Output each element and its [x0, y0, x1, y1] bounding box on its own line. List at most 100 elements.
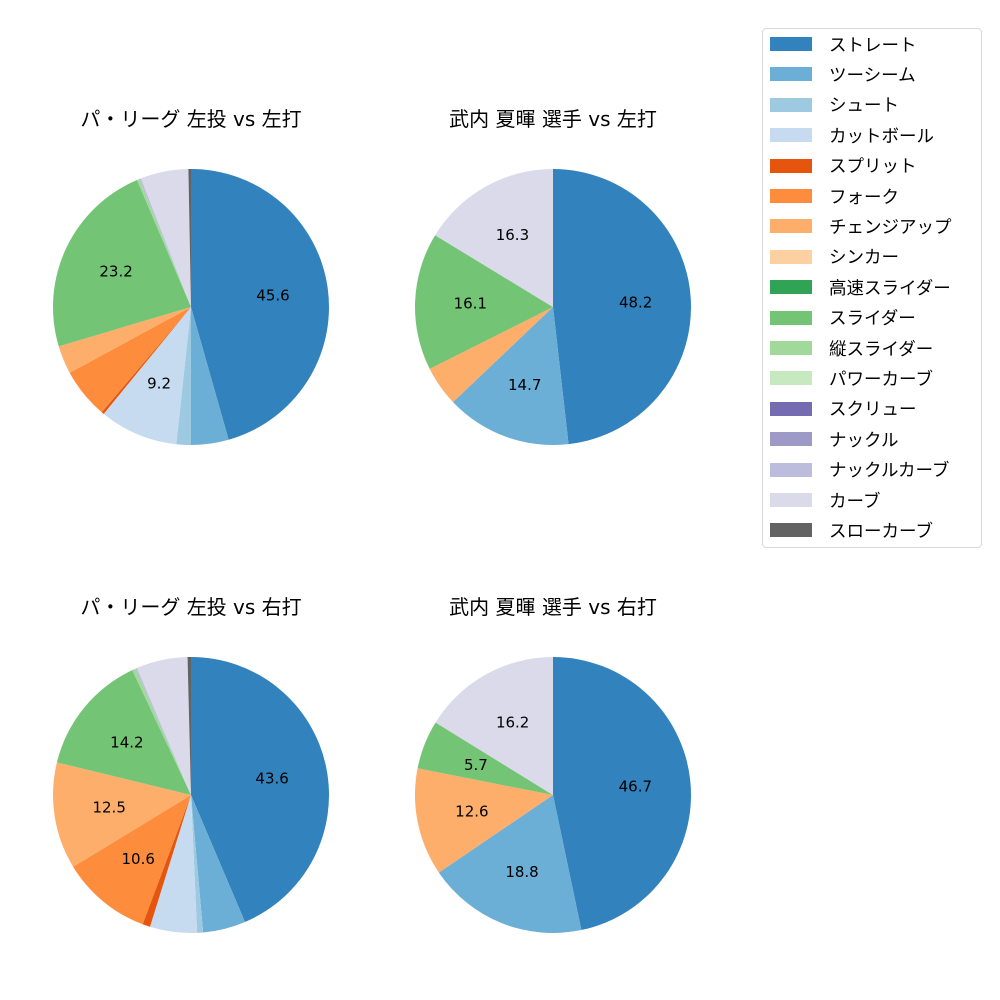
- legend-color-swatch: [770, 249, 812, 264]
- legend-color-swatch: [770, 341, 812, 355]
- legend-color-swatch: [770, 432, 812, 447]
- legend-color-swatch: [770, 67, 812, 82]
- legend-label: スローカーブ: [829, 521, 933, 542]
- legend-color-swatch: [770, 189, 812, 203]
- legend-item: スライダー: [770, 308, 916, 330]
- pie-slice: [191, 307, 229, 445]
- legend-item: チェンジアップ: [770, 216, 952, 238]
- pie-slice: [417, 722, 553, 795]
- pie-player-vs-left: 48.2 14.7 16.1 16.3: [414, 169, 691, 445]
- pie-slice: [191, 657, 330, 922]
- pie-slice: [435, 657, 553, 795]
- pie-slice: [191, 169, 330, 440]
- slice-percent-label: 43.6: [255, 769, 288, 787]
- pie-slice: [69, 307, 191, 413]
- legend-label: シンカー: [829, 248, 899, 269]
- pie-slice: [73, 795, 191, 925]
- legend-label: 高速スライダー: [829, 278, 951, 299]
- legend-item: シンカー: [770, 247, 899, 269]
- legend-item: スプリット: [770, 156, 917, 178]
- pie-slice: [435, 169, 553, 307]
- pie-slice: [452, 307, 569, 445]
- pie-slice: [414, 235, 553, 369]
- legend-item: ストレート: [770, 34, 917, 56]
- legend-color-swatch: [770, 219, 812, 234]
- legend-color-swatch: [770, 401, 812, 416]
- legend-label: チェンジアップ: [829, 217, 952, 238]
- legend-color-swatch: [770, 37, 812, 51]
- legend-item: パワーカーブ: [770, 368, 933, 390]
- slice-percent-label: 14.2: [110, 734, 143, 752]
- pie-slice: [136, 657, 191, 795]
- pie-slice: [56, 670, 191, 795]
- legend-label: ツーシーム: [829, 65, 916, 86]
- pie-slice: [191, 795, 246, 933]
- pie-slice: [132, 668, 191, 795]
- slice-percent-label: 10.6: [122, 850, 155, 868]
- legend-label: ナックルカーブ: [829, 461, 950, 482]
- pie-slice: [553, 657, 692, 931]
- legend-color-swatch: [770, 523, 812, 538]
- chart-title-league-vs-left: パ・リーグ 左投 vs 左打: [80, 107, 302, 131]
- pie-slice: [414, 768, 553, 873]
- chart-title-player-vs-right: 武内 夏暉 選手 vs 右打: [449, 595, 657, 619]
- legend-label: フォーク: [829, 187, 899, 208]
- pie-slice: [553, 169, 691, 445]
- legend-color-swatch: [770, 462, 812, 477]
- slice-percent-label: 23.2: [99, 263, 132, 281]
- legend: ストレートツーシームシュートカットボールスプリットフォークチェンジアップ シンカー…: [762, 28, 982, 548]
- pie-slice: [142, 795, 191, 927]
- legend-color-swatch: [770, 371, 812, 386]
- chart-title-league-vs-right: パ・リーグ 左投 vs 右打: [80, 595, 302, 619]
- legend-item: ナックル: [770, 429, 899, 451]
- legend-color-swatch: [770, 280, 812, 295]
- legend-item: フォーク: [770, 186, 899, 208]
- legend-item: カットボール: [770, 125, 934, 147]
- pie-slice: [188, 169, 191, 307]
- pie-slice: [58, 307, 191, 373]
- slice-percent-label: 9.2: [147, 374, 171, 392]
- legend-label: スライダー: [829, 309, 916, 330]
- pie-league-vs-right: 43.6 10.6 12.5 14.2: [53, 657, 330, 933]
- slice-percent-label: 14.7: [508, 376, 541, 394]
- slice-percent-label: 45.6: [256, 287, 289, 305]
- slice-percent-label: 48.2: [619, 293, 652, 311]
- legend-label: スクリュー: [829, 400, 917, 421]
- pie-league-vs-left: 45.6 9.2 23.2: [53, 169, 330, 445]
- legend-color-swatch: [770, 158, 812, 173]
- pie-slice: [141, 169, 191, 307]
- legend-label: シュート: [829, 96, 899, 117]
- legend-label: 縦スライダー: [829, 339, 934, 360]
- slice-percent-label: 5.7: [464, 756, 488, 774]
- legend-item: ナックルカーブ: [770, 460, 950, 482]
- pie-player-vs-right: 46.7 18.8 12.6 5.7 16.2: [414, 657, 692, 934]
- legend-item: 高速スライダー: [770, 277, 951, 299]
- slice-percent-label: 16.2: [496, 714, 529, 732]
- pie-slice: [135, 668, 191, 795]
- pie-slice: [53, 180, 192, 347]
- pie-slice: [191, 795, 204, 933]
- slice-percent-label: 18.8: [505, 863, 538, 881]
- pie-slice: [136, 179, 191, 307]
- legend-item: スローカーブ: [770, 520, 933, 542]
- legend-label: ストレート: [829, 35, 917, 56]
- legend-item: シュート: [770, 95, 899, 117]
- legend-color-swatch: [770, 128, 812, 143]
- legend-item: カーブ: [770, 490, 880, 512]
- legend-label: スプリット: [829, 157, 917, 178]
- pie-slice: [53, 762, 192, 867]
- slice-percent-label: 46.7: [619, 777, 652, 795]
- pie-slice: [103, 307, 191, 445]
- pie-slice: [429, 307, 553, 403]
- pie-slice: [101, 307, 191, 414]
- slice-percent-label: 16.1: [454, 295, 487, 313]
- slice-percent-label: 12.6: [455, 803, 488, 821]
- legend-item: ツーシーム: [770, 64, 916, 86]
- legend-label: ナックル: [829, 430, 899, 451]
- pie-slice: [139, 178, 191, 307]
- legend-item: 縦スライダー: [770, 338, 934, 360]
- legend-color-swatch: [770, 493, 812, 507]
- slice-percent-label: 12.5: [92, 799, 125, 817]
- chart-title-player-vs-left: 武内 夏暉 選手 vs 左打: [449, 107, 657, 131]
